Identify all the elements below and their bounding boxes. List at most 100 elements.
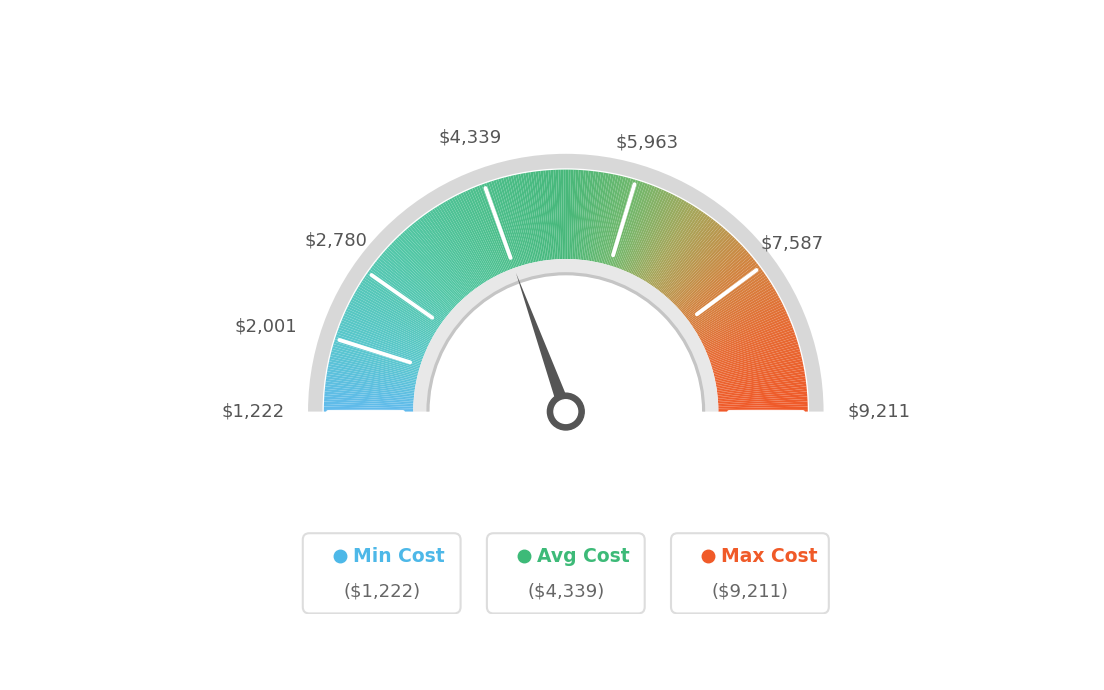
Wedge shape [624,188,659,271]
Wedge shape [506,177,530,264]
Wedge shape [543,170,553,259]
Wedge shape [372,265,444,321]
Wedge shape [526,172,542,261]
FancyBboxPatch shape [302,533,460,613]
Wedge shape [496,179,523,266]
Wedge shape [374,262,446,318]
Wedge shape [456,195,498,275]
Wedge shape [535,171,549,260]
Wedge shape [376,259,447,317]
Wedge shape [660,222,718,293]
Wedge shape [533,172,546,260]
Wedge shape [493,180,522,266]
Wedge shape [340,322,424,357]
Wedge shape [658,219,714,291]
Wedge shape [347,306,428,346]
Wedge shape [410,225,468,295]
Wedge shape [574,170,581,259]
Text: Max Cost: Max Cost [721,546,817,566]
Wedge shape [396,237,460,303]
Wedge shape [332,344,420,371]
Wedge shape [585,172,598,260]
Text: $7,587: $7,587 [761,235,824,253]
Wedge shape [679,250,747,310]
Wedge shape [452,197,495,277]
Wedge shape [633,194,673,275]
Wedge shape [412,224,470,294]
Wedge shape [358,286,435,334]
Wedge shape [645,205,693,282]
Wedge shape [481,184,514,268]
Wedge shape [323,402,413,407]
Wedge shape [628,190,667,273]
Wedge shape [582,171,594,260]
Wedge shape [369,269,443,323]
FancyBboxPatch shape [671,533,829,613]
Wedge shape [718,394,807,402]
Wedge shape [548,170,556,259]
Wedge shape [567,170,571,259]
Wedge shape [605,178,630,265]
Wedge shape [718,399,807,405]
Wedge shape [342,315,426,353]
Wedge shape [704,308,786,348]
Wedge shape [393,241,458,305]
Wedge shape [326,384,414,395]
Wedge shape [436,206,486,283]
Wedge shape [697,288,775,335]
Wedge shape [702,302,783,344]
Wedge shape [337,332,422,363]
Wedge shape [712,344,799,371]
Wedge shape [541,170,551,260]
Wedge shape [352,295,432,339]
Wedge shape [443,202,489,280]
Wedge shape [406,228,466,297]
Wedge shape [617,184,650,268]
Wedge shape [513,175,534,263]
Wedge shape [434,207,484,284]
Wedge shape [583,171,596,260]
Wedge shape [692,275,767,327]
Wedge shape [671,237,735,303]
Wedge shape [716,371,805,388]
Wedge shape [620,186,655,270]
Wedge shape [682,255,752,315]
Wedge shape [687,264,758,319]
Wedge shape [335,337,421,366]
Wedge shape [668,232,730,299]
Wedge shape [467,190,506,273]
Wedge shape [553,170,560,259]
Wedge shape [475,186,510,270]
Wedge shape [599,175,622,263]
Wedge shape [635,196,678,277]
FancyBboxPatch shape [487,533,645,613]
Wedge shape [590,172,606,261]
Wedge shape [571,170,576,259]
Wedge shape [670,235,733,302]
Wedge shape [386,248,454,310]
Wedge shape [607,179,634,265]
Wedge shape [615,182,646,268]
Wedge shape [484,183,516,268]
Wedge shape [650,210,702,286]
Text: ($1,222): ($1,222) [343,583,421,601]
Wedge shape [440,204,488,281]
Wedge shape [714,356,802,378]
Wedge shape [339,325,423,358]
Wedge shape [629,192,669,273]
Wedge shape [323,409,413,411]
Wedge shape [709,327,794,360]
Wedge shape [672,239,736,304]
Wedge shape [639,199,684,279]
Wedge shape [704,310,787,350]
Wedge shape [702,304,784,345]
Wedge shape [688,267,762,322]
Wedge shape [667,230,728,298]
Wedge shape [508,176,531,264]
Wedge shape [565,170,569,259]
Wedge shape [501,178,527,265]
Wedge shape [498,179,524,265]
Wedge shape [417,219,474,291]
Wedge shape [665,227,724,296]
Wedge shape [661,224,720,294]
